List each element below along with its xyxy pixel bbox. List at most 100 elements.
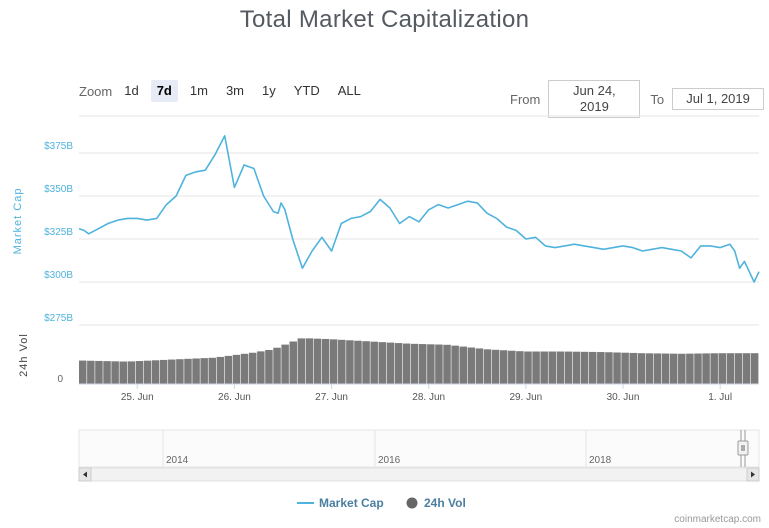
volume-bar [143, 360, 152, 384]
x-tick-label: 26. Jun [218, 392, 251, 403]
volume-bar [354, 340, 362, 384]
legend-item-24h-vol[interactable]: 24h Vol [406, 496, 466, 510]
watermark: coinmarketcap.com [674, 514, 761, 525]
navigator-handle[interactable] [737, 440, 749, 456]
volume-bar [459, 346, 467, 384]
volume-bar [200, 358, 208, 384]
volume-bar [370, 341, 378, 384]
volume-bar [427, 344, 435, 384]
to-label: To [650, 91, 665, 107]
volume-bar [524, 351, 532, 384]
volume-bar [613, 352, 621, 384]
zoom-button-1m[interactable]: 1m [189, 83, 208, 98]
date-range: From Jun 24, 2019 To Jul 1, 2019 [510, 80, 765, 118]
volume-bar [265, 349, 273, 384]
volume-bar [475, 348, 484, 384]
volume-bar [451, 345, 459, 384]
y-tick-label: $300B [44, 270, 73, 281]
volume-bars [79, 338, 759, 385]
zoom-button-7d[interactable]: 7d [150, 80, 178, 102]
volume-bar [216, 356, 225, 384]
volume-bar [402, 343, 411, 384]
volume-bar [483, 349, 492, 384]
volume-bar [103, 361, 111, 384]
volume-bar [79, 360, 87, 384]
volume-bar [661, 353, 670, 384]
navigator-year-label: 2014 [166, 455, 189, 466]
volume-bar [159, 359, 168, 384]
volume-bar [87, 360, 95, 384]
zoom-button-3m[interactable]: 3m [225, 83, 244, 98]
volume-bar [718, 353, 727, 384]
volume-bar [378, 342, 387, 384]
volume-bar [257, 351, 265, 384]
volume-bar [127, 361, 136, 384]
x-tick-label: 25. Jun [121, 392, 154, 403]
volume-bar [540, 351, 548, 384]
volume-bar [435, 344, 443, 384]
volume-bar [208, 357, 217, 384]
volume-bar [346, 340, 354, 384]
legend-dot-icon [406, 497, 418, 509]
volume-bar [419, 344, 427, 384]
to-date-input[interactable]: Jul 1, 2019 [672, 88, 765, 110]
legend-item-market-cap[interactable]: Market Cap [297, 496, 384, 510]
volume-bar [329, 339, 338, 384]
x-tick-label: 29. Jun [509, 392, 542, 403]
volume-bar [516, 351, 524, 384]
volume-bar [362, 341, 370, 384]
volume-bar [232, 354, 241, 385]
zoom-button-1y[interactable]: 1y [262, 83, 276, 98]
volume-bar [95, 360, 103, 384]
volume-bar [669, 353, 678, 384]
volume-bar [111, 361, 119, 384]
x-tick-label: 30. Jun [607, 392, 640, 403]
zoom-button-1d[interactable]: 1d [124, 83, 139, 98]
navigator-frame [78, 429, 760, 468]
volume-bar [467, 347, 476, 384]
volume-bar [605, 352, 613, 384]
scrollbar-track[interactable] [78, 467, 760, 482]
volume-bar [135, 361, 144, 384]
from-date-input[interactable]: Jun 24, 2019 [548, 80, 641, 118]
zoom-button-all[interactable]: ALL [337, 83, 361, 98]
volume-bar [249, 352, 257, 385]
volume-bar [589, 351, 597, 384]
volume-bar [742, 353, 751, 384]
volume-bar [508, 350, 516, 384]
zoom-bar: Zoom 1d 7d 1m 3m 1y YTD ALL [79, 80, 373, 102]
volume-bar [702, 353, 710, 384]
volume-bar [499, 350, 508, 384]
volume-bar [564, 351, 573, 384]
legend-label-market-cap: Market Cap [319, 496, 384, 510]
legend: Market Cap 24h Vol [297, 496, 466, 510]
volume-bar [556, 351, 565, 384]
chart-title: Total Market Capitalization [239, 6, 530, 33]
volume-bar [653, 353, 662, 384]
x-tick-label: 1. Jul [708, 392, 732, 403]
volume-bar [597, 352, 605, 384]
x-tick-label: 28. Jun [412, 392, 445, 403]
zoom-button-ytd[interactable]: YTD [293, 83, 320, 98]
volume-bar [281, 344, 289, 384]
volume-bar [580, 351, 589, 384]
volume-bar [338, 339, 346, 384]
volume-bar [168, 359, 176, 384]
volume-bar [734, 353, 743, 384]
volume-bar [192, 358, 200, 385]
navigator-year-label: 2016 [378, 455, 401, 466]
volume-bar [443, 344, 451, 384]
volume-bar [548, 351, 557, 384]
volume-bar [184, 358, 192, 384]
y-tick-label: $375B [44, 141, 73, 152]
volume-bar [240, 353, 249, 385]
volume-zero-label: 0 [57, 374, 63, 385]
volume-bar [645, 353, 654, 385]
volume-bar [491, 349, 500, 384]
volume-bar [224, 355, 233, 384]
x-tick-label: 27. Jun [315, 392, 348, 403]
volume-bar [750, 353, 759, 384]
volume-bar [386, 342, 395, 384]
volume-bar [629, 352, 637, 384]
